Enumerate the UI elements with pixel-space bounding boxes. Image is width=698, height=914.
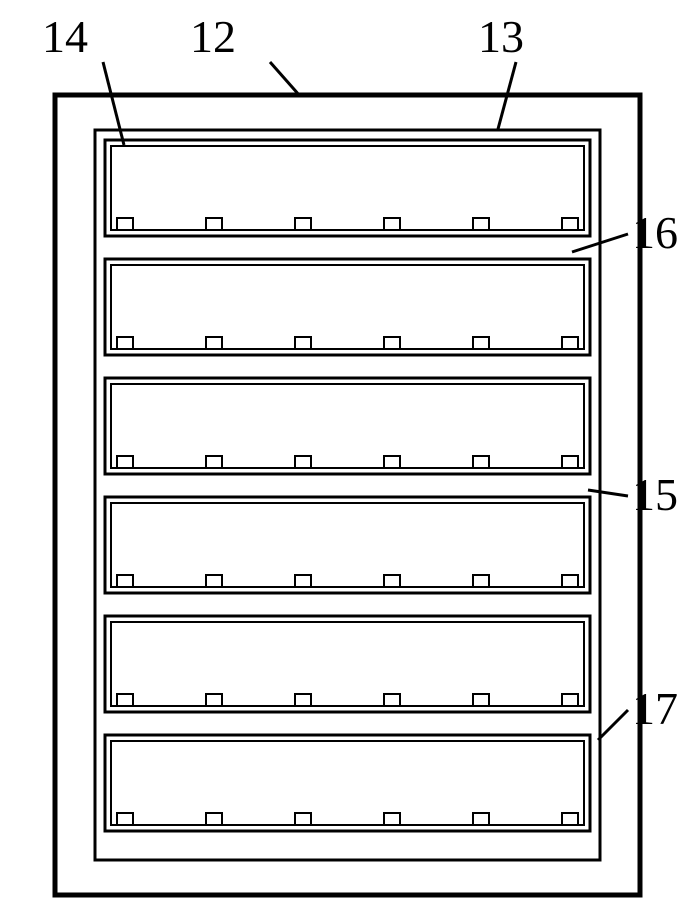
callout-label: 15	[632, 469, 678, 520]
callout-label: 13	[478, 11, 524, 62]
callout-label: 17	[632, 683, 678, 734]
callout-label: 14	[42, 11, 88, 62]
callout-label: 12	[190, 11, 236, 62]
callout-label: 16	[632, 207, 678, 258]
